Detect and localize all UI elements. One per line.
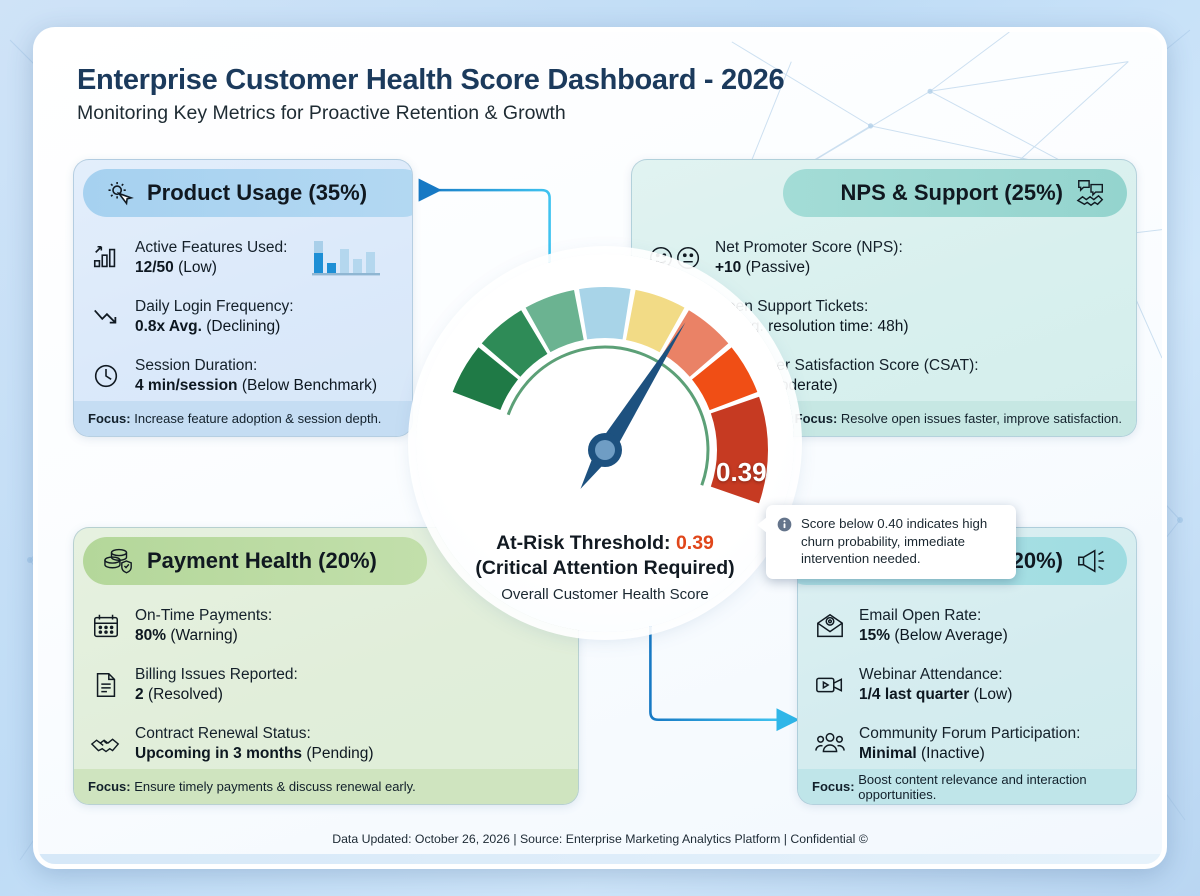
metric-value: Upcoming in 3 months [135, 744, 303, 762]
metric-label: On-Time Payments: [135, 606, 273, 624]
metric-note: (Avg. resolution time: 48h) [727, 317, 909, 335]
gear-cursor-icon [101, 175, 137, 211]
card-title-payment-health: Payment Health (20%) [147, 548, 377, 573]
metric-note: (Declining) [206, 317, 281, 335]
metric-daily-login: Daily Login Frequency: 0.8x Avg. (Declin… [88, 287, 398, 346]
metric-label: Webinar Attendance: [859, 665, 1003, 683]
card-title-nps-support: NPS & Support (25%) [840, 180, 1063, 205]
header: Enterprise Customer Health Score Dashboa… [77, 64, 785, 125]
focus-label: Focus: [88, 411, 131, 426]
focus-label: Focus: [812, 779, 855, 794]
metric-note: (Low) [178, 258, 217, 276]
metrics-channel-engagement: Email Open Rate: 15% (Below Average) Web… [798, 596, 1136, 773]
metric-value: +10 [715, 258, 742, 276]
metric-value: 80% [135, 626, 167, 644]
gauge-caption: At-Risk Threshold: 0.39 (Critical Attent… [416, 532, 794, 603]
metric-note: (Below Benchmark) [241, 376, 378, 394]
trend-down-icon [88, 299, 124, 335]
metric-value: 4 min/session [135, 376, 238, 394]
metric-active-features: Active Features Used: 12/50 (Low) [88, 228, 398, 287]
gauge-subcaption: Overall Customer Health Score [501, 586, 709, 603]
gauge-svg [452, 287, 768, 504]
metric-label: Active Features Used: [135, 238, 288, 256]
video-camera-icon [812, 667, 848, 703]
metric-label: Community Forum Participation: [859, 724, 1081, 742]
metric-webinar-attendance: Webinar Attendance: 1/4 last quarter (Lo… [812, 655, 1122, 714]
metric-label: Email Open Rate: [859, 606, 982, 624]
mini-bar-chart [310, 237, 382, 279]
metric-label: Daily Login Frequency: [135, 297, 294, 315]
metric-value: 1/4 last quarter [859, 685, 970, 703]
dashboard-poster: Enterprise Customer Health Score Dashboa… [33, 27, 1167, 869]
metric-value: 2 [135, 685, 144, 703]
gauge-value-label: 0.39 [716, 457, 767, 487]
metric-value: 0.8x Avg. [135, 317, 202, 335]
metric-billing-issues: Billing Issues Reported: 2 (Resolved) [88, 655, 564, 714]
gauge-tooltip[interactable]: Score below 0.40 indicates high churn pr… [757, 505, 1016, 579]
chat-handshake-icon [1073, 175, 1109, 211]
metric-value: Minimal [859, 744, 917, 762]
metric-nps: Net Promoter Score (NPS): +10 (Passive) [646, 228, 1122, 287]
card-product-usage[interactable]: Product Usage (35%) Active Features Used… [73, 159, 413, 437]
card-header-product-usage: Product Usage (35%) [83, 169, 412, 217]
metric-forum-participation: Community Forum Participation: Minimal (… [812, 714, 1122, 773]
metrics-nps-support: Net Promoter Score (NPS): +10 (Passive) … [632, 228, 1136, 405]
threshold-label: At-Risk Threshold: [496, 532, 671, 554]
page-subtitle: Monitoring Key Metrics for Proactive Ret… [77, 102, 566, 124]
focus-label: Focus: [88, 779, 131, 794]
metric-support-tickets: Open Support Tickets: 5 (Avg. resolution… [646, 287, 1122, 346]
tooltip-arrow [757, 517, 767, 533]
focus-text: Resolve open issues faster, improve sati… [840, 411, 1122, 426]
metric-contract-renewal: Contract Renewal Status: Upcoming in 3 m… [88, 714, 564, 773]
focus-text: Boost content relevance and interaction … [858, 771, 1087, 802]
metric-value: 12/50 [135, 258, 174, 276]
metric-email-open-rate: Email Open Rate: 15% (Below Average) [812, 596, 1122, 655]
card-header-payment-health: Payment Health (20%) [83, 537, 427, 585]
metric-label: Billing Issues Reported: [135, 665, 298, 683]
focus-label: Focus: [794, 411, 838, 426]
metric-label: Open Support Tickets: [715, 297, 869, 315]
card-title-product-usage: Product Usage (35%) [147, 180, 368, 205]
metric-note: (Inactive) [921, 744, 985, 762]
bottom-strip [38, 854, 1162, 864]
metric-on-time-payments: On-Time Payments: 80% (Warning) [88, 596, 564, 655]
megaphone-icon [1073, 543, 1109, 579]
metrics-payment-health: On-Time Payments: 80% (Warning) Billing … [74, 596, 578, 773]
metric-note: (Below Average) [894, 626, 1008, 644]
metric-label: Contract Renewal Status: [135, 724, 311, 742]
community-people-icon [812, 726, 848, 762]
metric-label: Session Duration: [135, 356, 258, 374]
metric-value: 15% [859, 626, 891, 644]
focus-product-usage: Focus: Increase feature adoption & sessi… [74, 401, 412, 436]
metric-note: (Low) [973, 685, 1013, 703]
metrics-product-usage: Active Features Used: 12/50 (Low) [74, 228, 412, 405]
document-icon [88, 667, 124, 703]
tooltip-text: Score below 0.40 indicates high churn pr… [801, 516, 988, 567]
email-open-icon [812, 608, 848, 644]
handshake-icon [88, 726, 124, 762]
metric-note: (Warning) [170, 626, 238, 644]
health-score-gauge[interactable]: 0.39 At-Risk Threshold: 0.39 (Critical A… [416, 254, 794, 632]
metric-label: Net Promoter Score (NPS): [715, 238, 903, 256]
threshold-value: 0.39 [675, 532, 714, 554]
focus-text: Ensure timely payments & discuss renewal… [134, 779, 416, 794]
calendar-icon [88, 608, 124, 644]
metric-note: (Pending) [306, 744, 374, 762]
page-title: Enterprise Customer Health Score Dashboa… [77, 64, 785, 96]
card-payment-health[interactable]: Payment Health (20%) On-Time Payments: 8… [73, 527, 579, 805]
focus-channel-engagement: Focus: Boost content relevance and inter… [798, 769, 1136, 804]
metric-label: Customer Satisfaction Score (CSAT): [723, 356, 979, 374]
gauge-status: (Critical Attention Required) [475, 557, 735, 579]
focus-payment-health: Focus: Ensure timely payments & discuss … [74, 769, 578, 804]
card-header-nps-support: NPS & Support (25%) [783, 169, 1127, 217]
footer-text: Data Updated: October 26, 2026 | Source:… [332, 832, 868, 846]
metric-note: (Resolved) [147, 685, 223, 703]
coins-shield-icon [101, 543, 137, 579]
bar-chart-up-icon [88, 240, 124, 276]
metric-session-duration: Session Duration: 4 min/session (Below B… [88, 346, 398, 405]
focus-text: Increase feature adoption & session dept… [134, 411, 382, 426]
info-icon [777, 517, 792, 532]
clock-icon [88, 358, 124, 394]
metric-note: (Passive) [745, 258, 811, 276]
